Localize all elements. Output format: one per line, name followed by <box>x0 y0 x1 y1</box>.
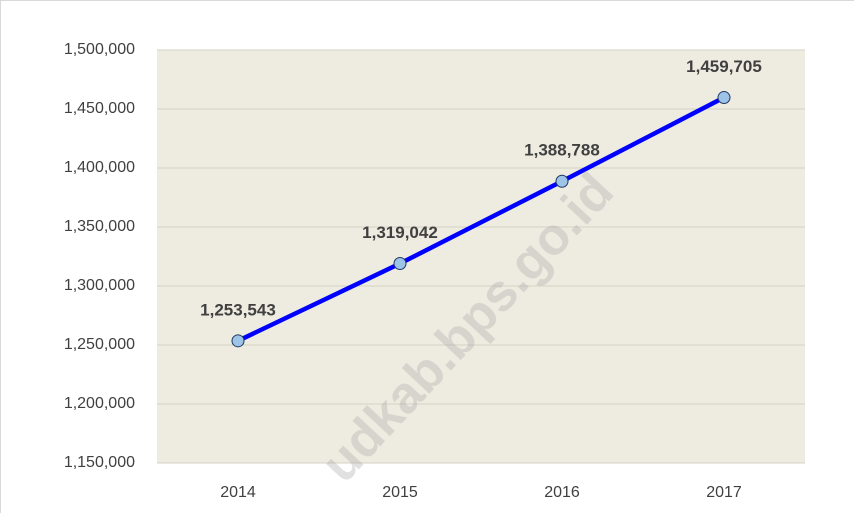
data-point <box>393 257 407 271</box>
y-tick-label: 1,300,000 <box>64 277 135 294</box>
x-tick-label: 2017 <box>706 484 742 501</box>
data-label: 1,319,042 <box>362 223 438 242</box>
y-tick-label: 1,200,000 <box>64 395 135 412</box>
data-label: 1,388,788 <box>524 141 600 160</box>
y-tick-label: 1,350,000 <box>64 218 135 235</box>
series-line <box>237 95 726 343</box>
y-tick-label: 1,150,000 <box>64 454 135 471</box>
data-label: 1,253,543 <box>200 300 276 319</box>
plot-area <box>157 50 805 463</box>
y-tick-label: 1,400,000 <box>64 159 135 176</box>
data-point <box>717 91 731 105</box>
data-point <box>555 174 569 188</box>
y-tick-label: 1,450,000 <box>64 100 135 117</box>
x-tick-label: 2016 <box>544 484 580 501</box>
y-tick-label: 1,500,000 <box>64 41 135 58</box>
data-label: 1,459,705 <box>686 57 762 76</box>
y-tick-label: 1,250,000 <box>64 336 135 353</box>
x-tick-label: 2015 <box>382 484 418 501</box>
x-tick-label: 2014 <box>220 484 256 501</box>
data-point <box>231 334 245 348</box>
